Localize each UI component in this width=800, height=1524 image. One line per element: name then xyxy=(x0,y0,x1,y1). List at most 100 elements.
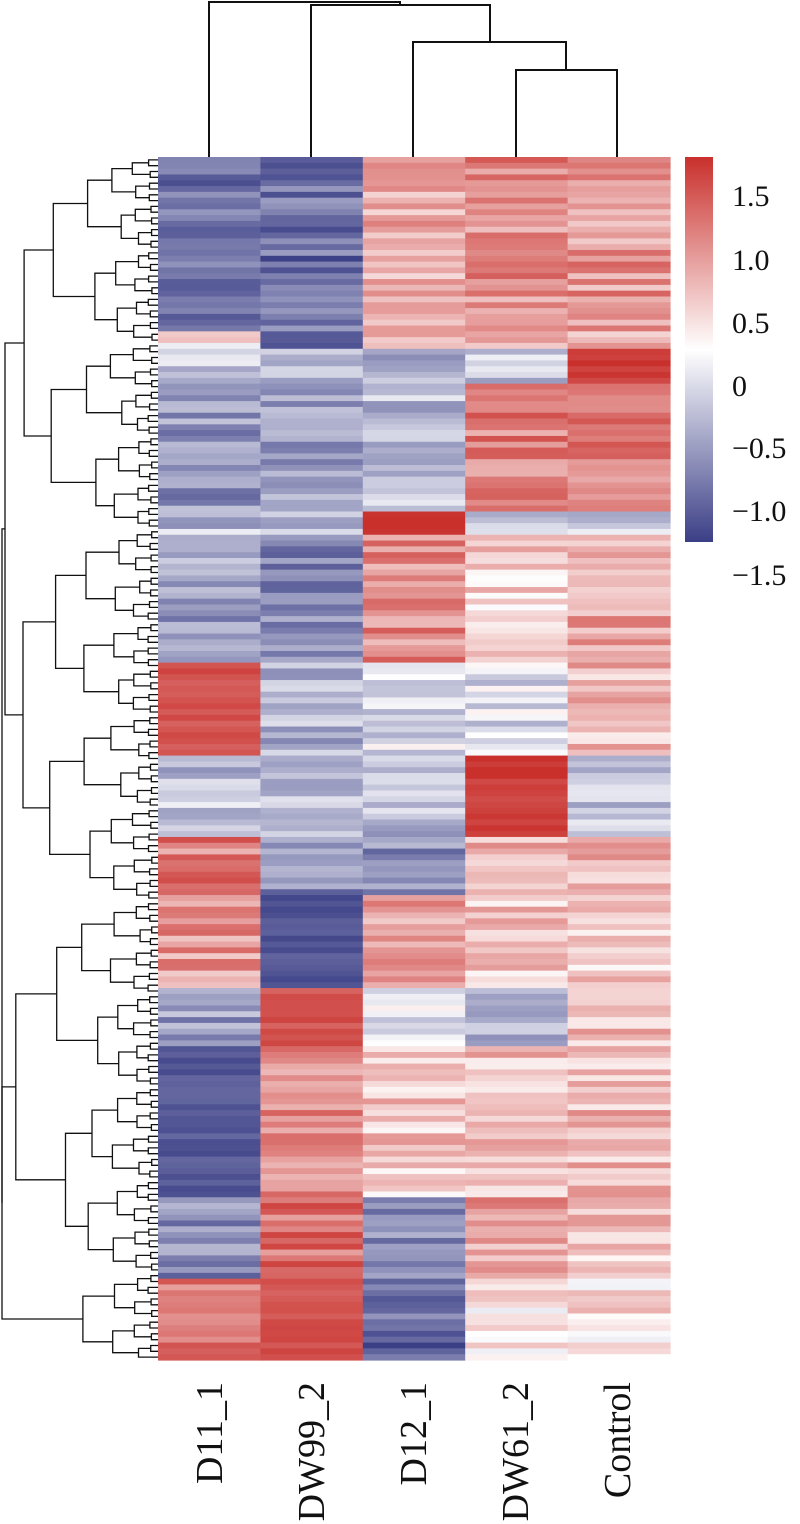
heatmap-cell xyxy=(362,743,466,751)
heatmap-cell xyxy=(465,587,569,594)
heatmap-cell xyxy=(362,802,466,809)
heatmap-cell xyxy=(158,1342,261,1349)
heatmap-cell xyxy=(567,238,671,245)
heatmap-cell xyxy=(465,528,569,536)
row-dendrogram-branch xyxy=(117,446,140,472)
heatmap-cell xyxy=(260,528,364,536)
heatmap-cell xyxy=(260,499,364,507)
heatmap-cell xyxy=(465,249,569,257)
heatmap-cell xyxy=(362,1028,466,1036)
heatmap-cell xyxy=(158,709,261,716)
heatmap-cell xyxy=(260,1086,364,1094)
heatmap-cell xyxy=(567,313,671,321)
heatmap-cell xyxy=(260,418,364,425)
heatmap-cell xyxy=(465,999,569,1007)
heatmap-cell xyxy=(567,180,671,187)
heatmap-cell xyxy=(465,871,569,879)
heatmap-cell xyxy=(260,1069,364,1076)
heatmap-cell xyxy=(362,1144,466,1152)
heatmap-cell xyxy=(158,354,261,361)
heatmap-cell xyxy=(158,220,261,228)
row-dendrogram-branch xyxy=(148,519,158,527)
heatmap-cell xyxy=(362,1185,466,1193)
row-dendrogram-branch xyxy=(148,891,158,899)
heatmap-cell xyxy=(465,691,569,699)
heatmap-cell xyxy=(362,1034,466,1041)
heatmap-cell xyxy=(260,743,364,751)
row-dendrogram-branch xyxy=(147,635,158,643)
heatmap-cell xyxy=(567,1325,671,1332)
heatmap-cell xyxy=(567,441,671,449)
heatmap-cell xyxy=(567,1220,671,1227)
row-dendrogram-branch xyxy=(131,162,151,176)
heatmap-cell xyxy=(260,1342,364,1349)
heatmap-cell xyxy=(260,1290,364,1297)
heatmap-cell xyxy=(362,313,466,321)
heatmap-cell xyxy=(158,255,261,263)
row-dendrogram-branch xyxy=(150,821,158,829)
heatmap-cell xyxy=(567,1290,671,1297)
heatmap-cell xyxy=(567,488,671,495)
row-dendrogram-branch xyxy=(112,1237,137,1262)
heatmap-cell xyxy=(260,883,364,890)
heatmap-cell xyxy=(260,726,364,733)
row-dendrogram-branch xyxy=(132,836,150,850)
heatmap-cell xyxy=(465,1150,569,1158)
heatmap-cell xyxy=(567,447,671,454)
heatmap-cell xyxy=(260,1057,364,1065)
heatmap-cell xyxy=(260,1284,364,1291)
heatmap-cell xyxy=(362,831,466,838)
row-dendrogram-branch xyxy=(147,647,158,655)
heatmap-cell xyxy=(567,598,671,606)
row-dendrogram-branch xyxy=(149,321,158,330)
heatmap-cell xyxy=(465,191,569,199)
col-dendro-branch-d12-cluster xyxy=(412,41,567,157)
heatmap-cell xyxy=(567,401,671,408)
heatmap-cell xyxy=(362,796,466,803)
heatmap-cell xyxy=(158,441,261,449)
heatmap-cell xyxy=(465,377,569,385)
heatmap-cell xyxy=(465,1243,569,1251)
heatmap-cell xyxy=(260,1150,364,1158)
row-dendrogram-branch xyxy=(150,1205,158,1213)
heatmap-cell xyxy=(465,569,569,577)
heatmap-cell xyxy=(465,848,569,855)
heatmap-cell xyxy=(158,1203,261,1210)
heatmap-cell xyxy=(465,836,569,844)
colorbar-scale xyxy=(685,157,713,542)
heatmap-cell xyxy=(362,1272,466,1280)
heatmap-cell xyxy=(260,279,364,286)
heatmap-cell xyxy=(465,476,569,484)
heatmap-cell xyxy=(362,720,466,728)
heatmap-cell xyxy=(465,459,569,466)
heatmap-cell xyxy=(158,883,261,890)
heatmap-cell xyxy=(260,337,364,344)
row-dendrogram-branch xyxy=(147,845,158,853)
heatmap-cell xyxy=(362,639,466,646)
heatmap-cell xyxy=(260,645,364,652)
row-dendrogram-branch xyxy=(148,449,158,457)
heatmap-cell xyxy=(567,813,671,821)
heatmap-cell xyxy=(362,784,466,792)
heatmap-cell xyxy=(158,749,261,757)
heatmap-cell xyxy=(362,592,466,600)
heatmap-cell xyxy=(567,1127,671,1134)
heatmap-cell xyxy=(567,1232,671,1239)
heatmap-cell xyxy=(567,703,671,710)
heatmap-cell xyxy=(158,854,261,861)
heatmap-cell xyxy=(362,220,466,228)
heatmap-cell xyxy=(465,1185,569,1193)
heatmap-cell xyxy=(158,418,261,425)
heatmap-cell xyxy=(465,546,569,553)
heatmap-cell xyxy=(260,203,364,210)
heatmap-cell xyxy=(158,470,261,478)
heatmap-cell xyxy=(567,947,671,954)
heatmap-cell xyxy=(567,842,671,850)
heatmap-cell xyxy=(465,284,569,292)
heatmap-cell xyxy=(465,1046,569,1053)
heatmap-cell xyxy=(260,831,364,838)
heatmap-cell xyxy=(260,906,364,914)
column-label-2: D12_1 xyxy=(393,1382,435,1485)
heatmap-cell xyxy=(567,1226,671,1233)
heatmap-cell xyxy=(158,191,261,199)
